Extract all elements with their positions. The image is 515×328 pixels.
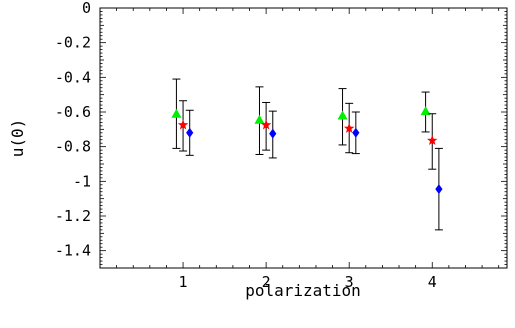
- y-axis-label: u(0): [8, 119, 27, 158]
- star-marker: [343, 122, 355, 133]
- x-tick-label: 2: [262, 273, 271, 291]
- x-tick-label: 3: [345, 273, 354, 291]
- axis-ticks: [100, 7, 507, 269]
- y-tick-label: -0.8: [55, 138, 91, 156]
- diamond-marker: [435, 184, 443, 195]
- star-marker: [260, 119, 272, 130]
- x-axis-label: polarization: [245, 281, 361, 300]
- y-tick-label: -1: [73, 172, 91, 190]
- diamond-marker: [186, 127, 194, 138]
- diamond-marker: [269, 128, 277, 139]
- triangle-marker: [420, 106, 431, 116]
- star-marker: [427, 135, 438, 146]
- y-tick-labels: 0 -0.2 -0.4 -0.6 -0.8 -1 -1.2 -1.4: [55, 0, 91, 260]
- y-tick-label: -1.4: [55, 242, 91, 260]
- y-tick-label: -1.2: [55, 207, 91, 225]
- x-tick-labels: 1 2 3 4: [179, 273, 437, 291]
- x-tick-label: 1: [179, 273, 188, 291]
- y-tick-label: 0: [82, 0, 91, 17]
- triangle-marker: [337, 110, 348, 120]
- y-tick-label: -0.2: [55, 34, 91, 52]
- x-tick-label: 4: [428, 273, 437, 291]
- y-tick-label: -0.4: [55, 68, 91, 86]
- diamond-marker: [352, 127, 360, 138]
- triangle-marker: [254, 114, 265, 124]
- y-tick-label: -0.6: [55, 103, 91, 121]
- data-marks: [171, 78, 443, 231]
- plot-frame: [99, 7, 508, 269]
- triangle-marker: [171, 108, 182, 118]
- star-marker: [177, 119, 189, 130]
